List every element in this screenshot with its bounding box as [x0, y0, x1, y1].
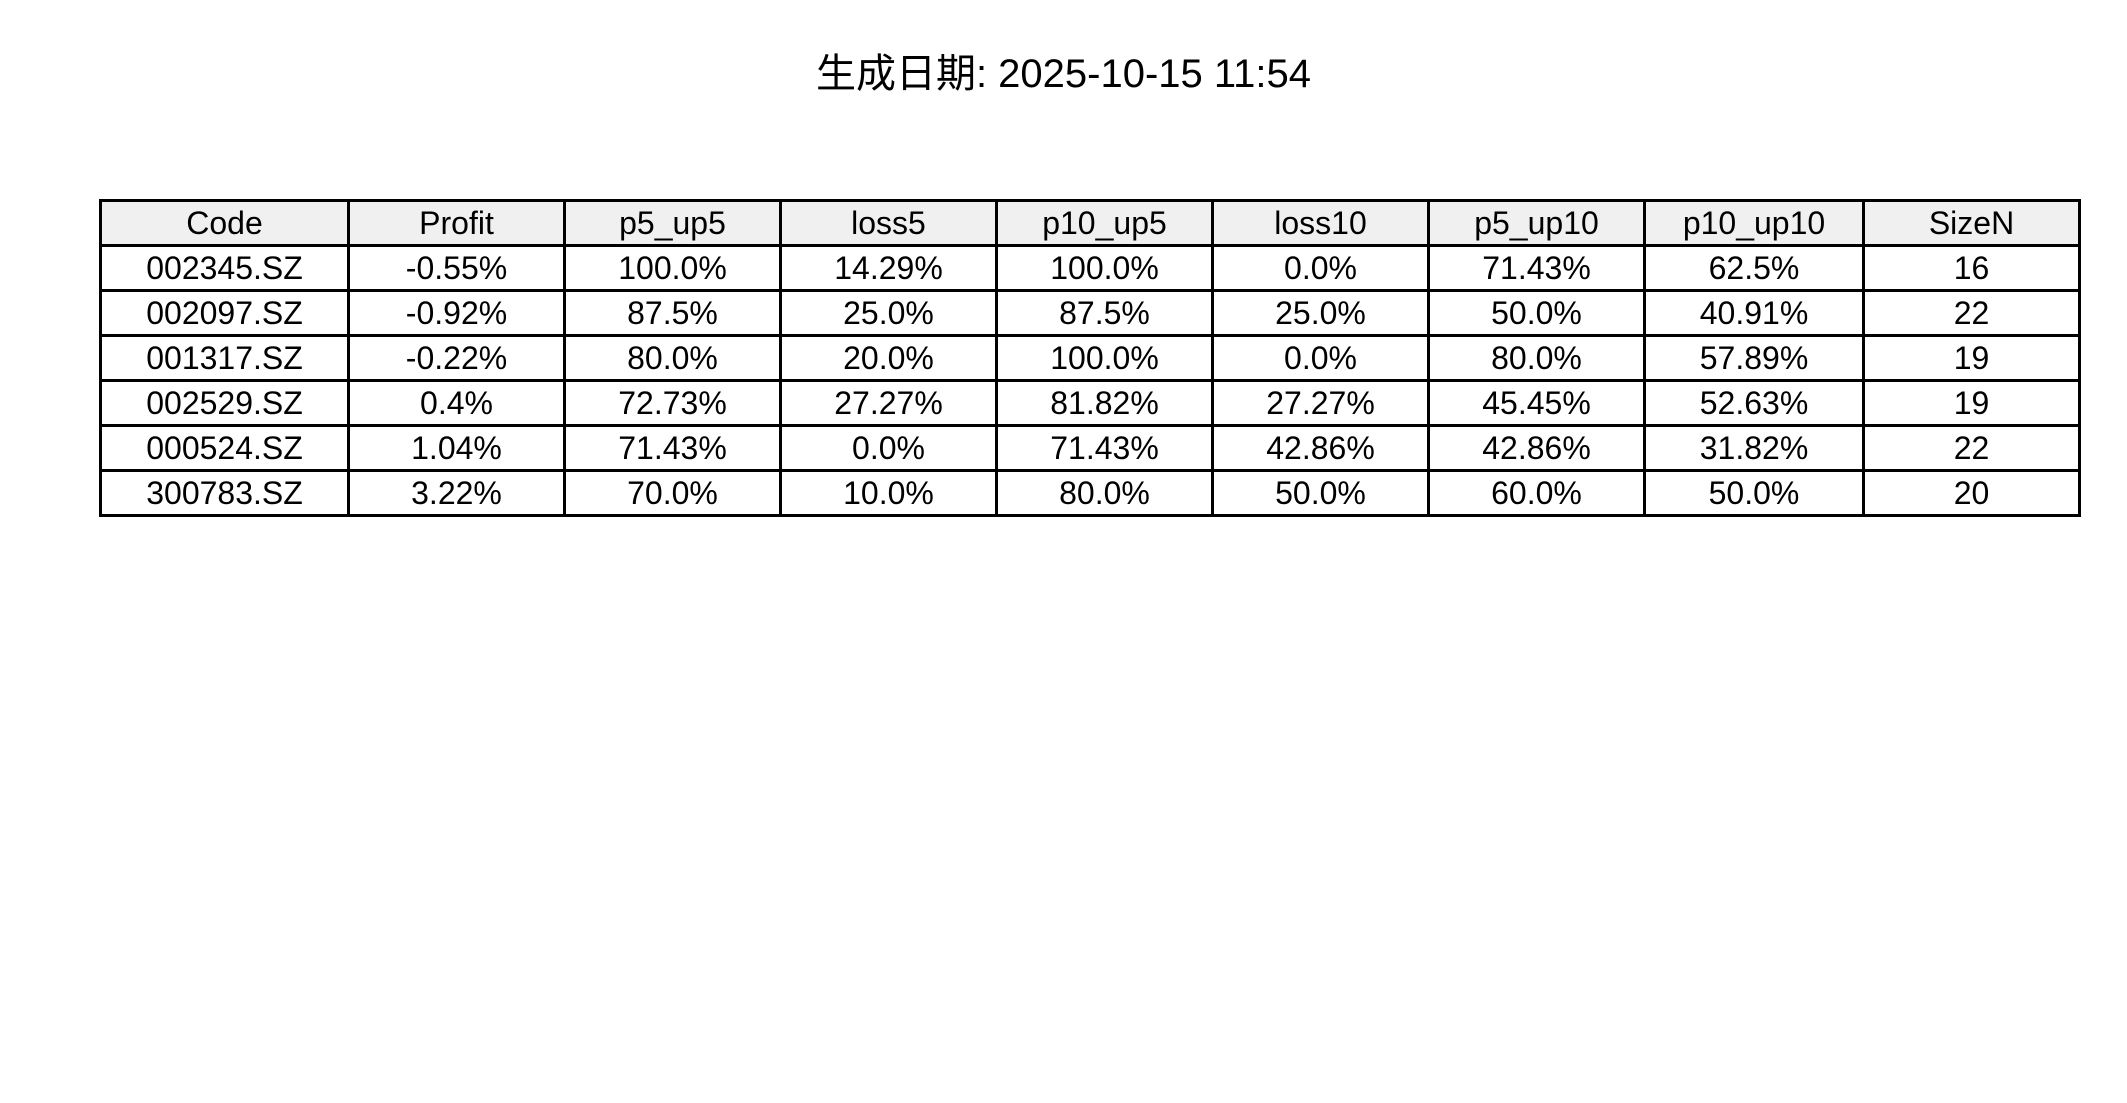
table-cell-profit: 1.04% — [347, 424, 566, 472]
table-row: 001317.SZ -0.22% 80.0% 20.0% 100.0% 0.0% 80.0%… — [99, 334, 2081, 382]
table-cell-code: 002345.SZ — [99, 244, 350, 292]
table-header-row: Code Profit p5_up5 loss5 p10_up5 loss10 p5_up1… — [99, 199, 2081, 247]
table-cell-p5-up10: 60.0% — [1427, 469, 1646, 517]
table-cell-p10-up5: 100.0% — [995, 244, 1214, 292]
table-cell-code: 002097.SZ — [99, 289, 350, 337]
table-cell-loss10: 42.86% — [1211, 424, 1430, 472]
table-cell-p10-up10: 40.91% — [1643, 289, 1865, 337]
table-cell-p10-up5: 100.0% — [995, 334, 1214, 382]
table-cell-p10-up5: 80.0% — [995, 469, 1214, 517]
table-cell-p10-up5: 81.82% — [995, 379, 1214, 427]
table-cell-loss10: 0.0% — [1211, 244, 1430, 292]
table-cell-sizen: 22 — [1862, 289, 2081, 337]
column-header-p10-up5: p10_up5 — [995, 199, 1214, 247]
column-header-sizen: SizeN — [1862, 199, 2081, 247]
table-body: 002345.SZ -0.55% 100.0% 14.29% 100.0% 0.0% 71.… — [99, 244, 2081, 517]
table-cell-code: 300783.SZ — [99, 469, 350, 517]
table-row: 000524.SZ 1.04% 71.43% 0.0% 71.43% 42.86% 42.8… — [99, 424, 2081, 472]
table-cell-p10-up10: 31.82% — [1643, 424, 1865, 472]
table-cell-p10-up10: 57.89% — [1643, 334, 1865, 382]
table-cell-loss5: 0.0% — [779, 424, 998, 472]
table-cell-p5-up10: 80.0% — [1427, 334, 1646, 382]
results-table: Code Profit p5_up5 loss5 p10_up5 loss10 p5_up1… — [99, 199, 2081, 517]
table-row: 300783.SZ 3.22% 70.0% 10.0% 80.0% 50.0% 60.0% 5… — [99, 469, 2081, 517]
table-cell-profit: -0.55% — [347, 244, 566, 292]
table-cell-profit: 0.4% — [347, 379, 566, 427]
table-cell-loss5: 20.0% — [779, 334, 998, 382]
column-header-p10-up10: p10_up10 — [1643, 199, 1865, 247]
column-header-loss5: loss5 — [779, 199, 998, 247]
table-row: 002529.SZ 0.4% 72.73% 27.27% 81.82% 27.27% 45.… — [99, 379, 2081, 427]
table-cell-sizen: 19 — [1862, 334, 2081, 382]
table-cell-p5-up5: 87.5% — [563, 289, 782, 337]
table-cell-loss10: 27.27% — [1211, 379, 1430, 427]
results-table-container: Code Profit p5_up5 loss5 p10_up5 loss10 p5_up1… — [99, 199, 2081, 517]
table-cell-loss10: 25.0% — [1211, 289, 1430, 337]
column-header-code: Code — [99, 199, 350, 247]
table-cell-code: 001317.SZ — [99, 334, 350, 382]
table-cell-profit: 3.22% — [347, 469, 566, 517]
table-cell-p10-up10: 52.63% — [1643, 379, 1865, 427]
table-cell-p5-up10: 45.45% — [1427, 379, 1646, 427]
table-cell-p5-up5: 80.0% — [563, 334, 782, 382]
table-cell-loss5: 25.0% — [779, 289, 998, 337]
column-header-profit: Profit — [347, 199, 566, 247]
table-cell-p5-up5: 72.73% — [563, 379, 782, 427]
table-cell-profit: -0.22% — [347, 334, 566, 382]
table-cell-code: 002529.SZ — [99, 379, 350, 427]
table-cell-code: 000524.SZ — [99, 424, 350, 472]
table-cell-loss10: 50.0% — [1211, 469, 1430, 517]
table-cell-p5-up5: 70.0% — [563, 469, 782, 517]
table-cell-sizen: 19 — [1862, 379, 2081, 427]
table-row: 002097.SZ -0.92% 87.5% 25.0% 87.5% 25.0% 50.0%… — [99, 289, 2081, 337]
table-cell-sizen: 16 — [1862, 244, 2081, 292]
table-cell-sizen: 20 — [1862, 469, 2081, 517]
table-cell-loss5: 10.0% — [779, 469, 998, 517]
report-title: 生成日期: 2025-10-15 11:54 — [815, 52, 1312, 96]
column-header-loss10: loss10 — [1211, 199, 1430, 247]
table-cell-p5-up5: 100.0% — [563, 244, 782, 292]
table-cell-p5-up10: 50.0% — [1427, 289, 1646, 337]
table-cell-p10-up5: 87.5% — [995, 289, 1214, 337]
table-cell-p5-up5: 71.43% — [563, 424, 782, 472]
table-cell-loss10: 0.0% — [1211, 334, 1430, 382]
table-cell-loss5: 14.29% — [779, 244, 998, 292]
table-cell-profit: -0.92% — [347, 289, 566, 337]
column-header-p5-up10: p5_up10 — [1427, 199, 1646, 247]
table-row: 002345.SZ -0.55% 100.0% 14.29% 100.0% 0.0% 71.… — [99, 244, 2081, 292]
table-cell-p10-up10: 62.5% — [1643, 244, 1865, 292]
table-cell-loss5: 27.27% — [779, 379, 998, 427]
table-cell-p5-up10: 42.86% — [1427, 424, 1646, 472]
table-cell-p10-up5: 71.43% — [995, 424, 1214, 472]
table-cell-p5-up10: 71.43% — [1427, 244, 1646, 292]
table-cell-sizen: 22 — [1862, 424, 2081, 472]
table-cell-p10-up10: 50.0% — [1643, 469, 1865, 517]
column-header-p5-up5: p5_up5 — [563, 199, 782, 247]
